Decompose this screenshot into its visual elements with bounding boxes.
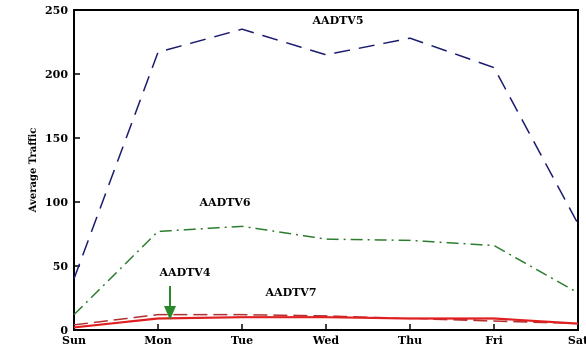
- series-line-aadtv7: [73, 316, 579, 329]
- series-group: [73, 28, 579, 329]
- series-line-aadtv6: [73, 225, 579, 316]
- y-tick-label: 0: [60, 324, 68, 337]
- y-tick-label: 100: [45, 196, 68, 209]
- annotation-arrow-head: [164, 306, 176, 320]
- axes: 0 50 100 150 200 250 Sun Mon Tue Wed Thu Fri Sat: [45, 4, 586, 347]
- x-tick-label: Wed: [312, 334, 339, 347]
- series-label-aadtv6: AADTV6: [199, 196, 251, 209]
- x-tick-label: Fri: [485, 334, 503, 347]
- x-tick-label: Mon: [144, 334, 172, 347]
- y-axis-label: Average Traffic: [28, 128, 39, 214]
- x-tick-label: Thu: [398, 334, 422, 347]
- x-tick-label: Tue: [231, 334, 253, 347]
- y-tick-label: 250: [45, 4, 68, 17]
- y-tick-label: 50: [53, 260, 69, 273]
- x-tick-label: Sat: [568, 334, 586, 347]
- y-tick-label: 150: [45, 132, 68, 145]
- series-labels: AADTV5 AADTV6 AADTV4 AADTV7: [159, 14, 364, 320]
- series-label-aadtv5: AADTV5: [312, 14, 364, 27]
- x-tick-label: Sun: [62, 334, 86, 347]
- plot-frame: [73, 9, 579, 331]
- series-label-aadtv4: AADTV4: [159, 266, 211, 279]
- series-line-aadtv4: [73, 313, 579, 326]
- series-label-aadtv7: AADTV7: [265, 286, 317, 299]
- series-line-aadtv5: [73, 28, 579, 280]
- y-tick-label: 200: [45, 68, 68, 81]
